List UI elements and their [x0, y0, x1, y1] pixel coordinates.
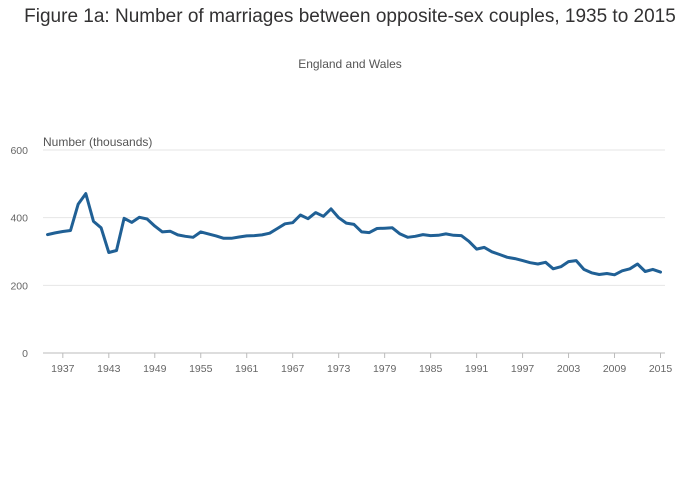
y-tick-label: 200 [10, 280, 28, 292]
x-tick-label: 2003 [557, 363, 581, 375]
x-axis-ticks: 1937 1943 1949 1955 1961 1967 1973 1979 1985 1991… [51, 353, 672, 375]
series-line-0 [46, 192, 662, 277]
x-tick-label: 1985 [419, 363, 443, 375]
x-tick-label: 1943 [97, 363, 121, 375]
x-tick-label: 2015 [649, 363, 673, 375]
y-axis-ticks: 0 200 400 600 [10, 145, 28, 360]
y-tick-label: 600 [10, 145, 28, 157]
y-tick-label: 400 [10, 213, 28, 225]
x-tick-label: 1991 [465, 363, 489, 375]
y-axis-label: Number (thousands) [43, 135, 152, 149]
chart-subtitle: England and Wales [298, 57, 402, 71]
x-tick-label: 1973 [327, 363, 351, 375]
gridlines [43, 149, 665, 354]
series-lines [46, 192, 662, 277]
x-tick-label: 1979 [373, 363, 397, 375]
y-tick-label: 0 [22, 348, 28, 360]
x-tick-label: 2009 [603, 363, 627, 375]
x-tick-label: 1937 [51, 363, 75, 375]
chart-title: Figure 1a: Number of marriages between o… [24, 6, 676, 27]
x-tick-label: 1949 [143, 363, 167, 375]
x-tick-label: 1997 [511, 363, 535, 375]
x-tick-label: 1967 [281, 363, 305, 375]
x-tick-label: 1955 [189, 363, 213, 375]
x-tick-label: 1961 [235, 363, 259, 375]
